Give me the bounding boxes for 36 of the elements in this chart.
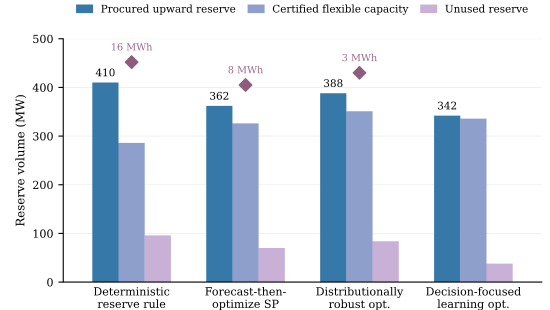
y-tick-label: 200 [33, 180, 53, 190]
data-label: 342 [438, 102, 456, 110]
bar [320, 93, 346, 282]
bar [346, 111, 373, 282]
bar [92, 82, 119, 282]
x-tick-label: Forecast-then- optimize SP [205, 286, 286, 310]
x-tick-label: Distributionally robust opt. [316, 286, 404, 310]
y-tick-label: 400 [32, 83, 53, 92]
bar [372, 241, 399, 282]
bar [206, 106, 232, 282]
bar [460, 118, 486, 282]
annotation: 16 MWh [112, 42, 152, 51]
x-tick-label: Deterministic reserve rule [94, 287, 170, 308]
data-label: 388 [324, 79, 342, 88]
x-tick-label: Decision-focused learning opt. [426, 286, 521, 310]
bar [118, 142, 145, 282]
y-tick-label: 0 [47, 278, 53, 286]
annotation: 8 MWh [228, 66, 264, 74]
bar [144, 235, 171, 282]
legend-label: Unused reserve [445, 4, 528, 13]
y-tick-label: 100 [34, 229, 53, 238]
annotation: 3 MWh [342, 54, 377, 62]
y-tick-label: 500 [33, 34, 53, 44]
data-label: 410 [96, 68, 115, 76]
bar [232, 123, 259, 282]
data-label: 362 [210, 92, 228, 100]
point [238, 78, 252, 92]
bar [434, 116, 460, 282]
y-axis-title: Reserve volume (MW) [15, 95, 26, 226]
legend-label: Certified flexible capacity [272, 4, 408, 15]
point [124, 55, 139, 70]
point [352, 66, 366, 80]
bar [258, 248, 285, 282]
legend-label: Procured upward reserve [101, 4, 236, 15]
bar [486, 264, 513, 282]
y-tick-label: 300 [33, 132, 53, 140]
